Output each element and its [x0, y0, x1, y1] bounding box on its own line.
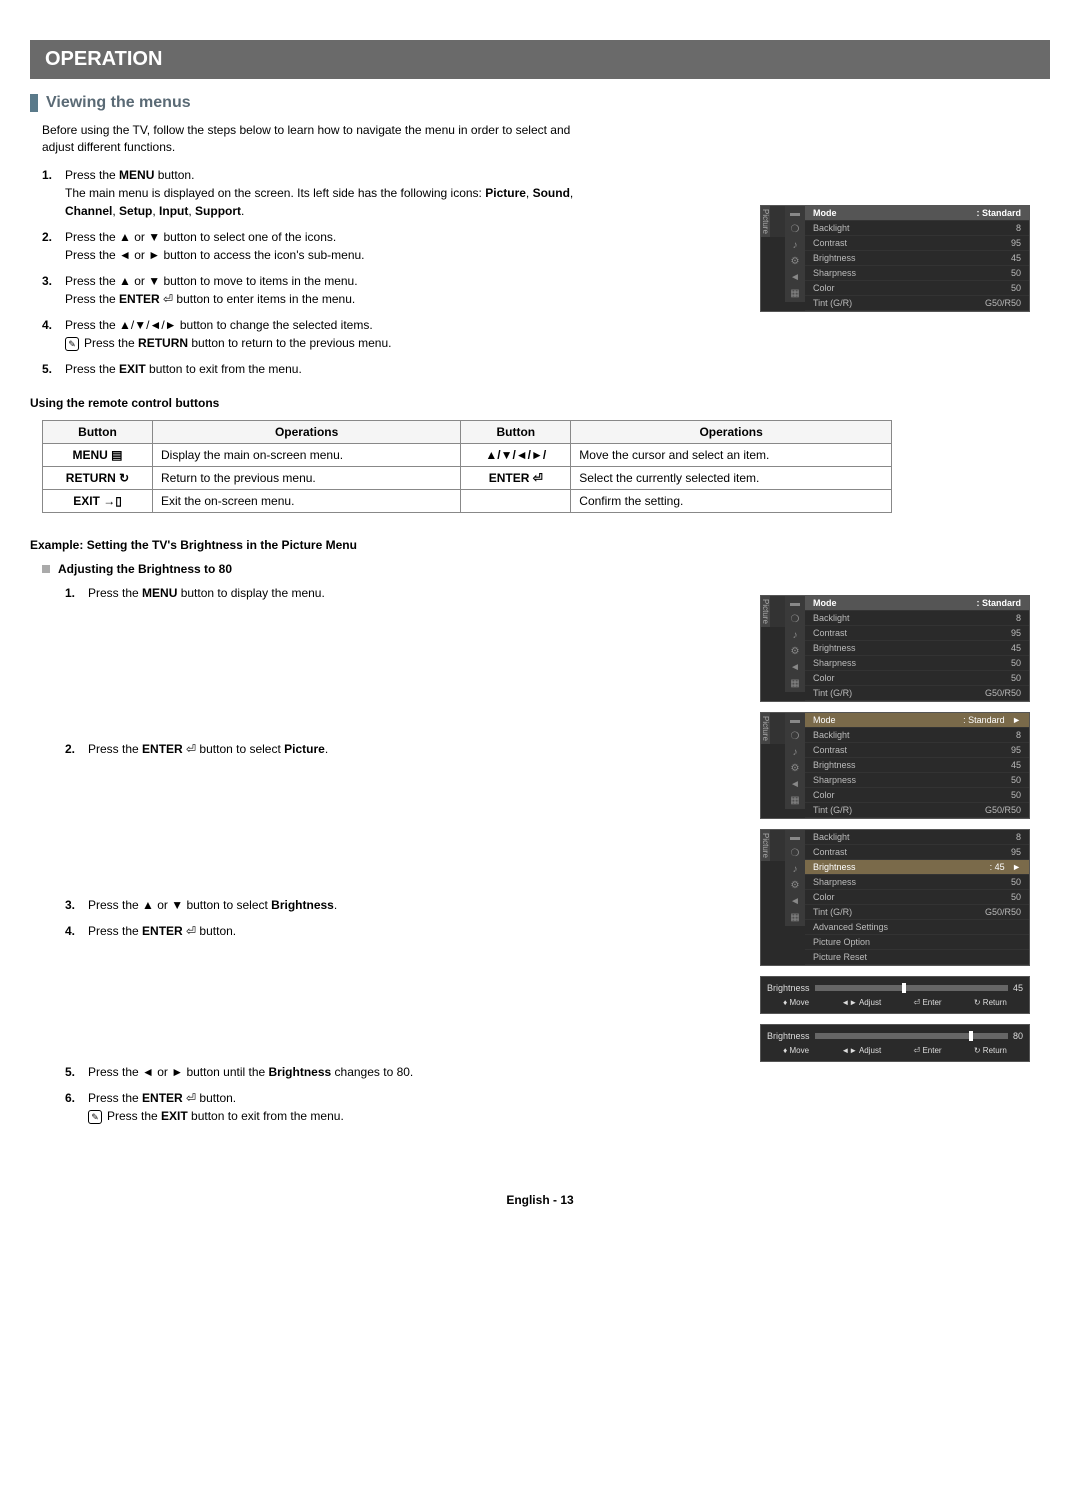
step-1: 1. Press the MENU button. The main menu …: [42, 166, 582, 220]
example-header: Example: Setting the TV's Brightness in …: [30, 538, 1050, 552]
steps-list: 1. Press the MENU button. The main menu …: [42, 166, 582, 378]
menu-screenshot-1: Picture ▬ ❍ ♪ ⚙ ◄ ▦ Mode: Standard Backl…: [760, 205, 1030, 312]
remote-buttons-header: Using the remote control buttons: [30, 396, 1050, 410]
marker-icon: [30, 94, 38, 112]
example-step-1: 1. Press the MENU button to display the …: [65, 584, 582, 602]
menu-screenshot-3: Picture ▬❍♪⚙◄▦ Mode: Standard ► Backligh…: [760, 712, 1030, 819]
subsection-viewing-menus: Viewing the menus: [30, 94, 1050, 112]
menu-screenshot-4: Picture ▬❍♪⚙◄▦ Backlight8 Contrast95 Bri…: [760, 829, 1030, 966]
step-3: 3. Press the ▲ or ▼ button to move to it…: [42, 272, 582, 308]
example-step-4: 4. Press the ENTER ⏎ button.: [65, 922, 582, 940]
button-operations-table: Button Operations Button Operations MENU…: [42, 420, 892, 513]
subsection-title: Viewing the menus: [46, 94, 191, 112]
step-5: 5. Press the EXIT button to exit from th…: [42, 360, 582, 378]
example-subtitle: Adjusting the Brightness to 80: [42, 562, 1050, 576]
step-4: 4. Press the ▲/▼/◄/► button to change th…: [42, 316, 582, 352]
example-step-6: 6. Press the ENTER ⏎ button. ✎Press the …: [65, 1089, 582, 1125]
page-footer: English - 13: [30, 1193, 1050, 1207]
brightness-slider-80: Brightness 80 ♦ Move ◄► Adjust ⏎ Enter ↻…: [760, 1024, 1030, 1062]
note-icon: ✎: [88, 1110, 102, 1124]
step-2: 2. Press the ▲ or ▼ button to select one…: [42, 228, 582, 264]
square-bullet-icon: [42, 565, 50, 573]
note-icon: ✎: [65, 337, 79, 351]
example-step-3: 3. Press the ▲ or ▼ button to select Bri…: [65, 896, 582, 914]
brightness-slider-45: Brightness 45 ♦ Move ◄► Adjust ⏎ Enter ↻…: [760, 976, 1030, 1014]
intro-text: Before using the TV, follow the steps be…: [42, 122, 582, 156]
example-step-5: 5. Press the ◄ or ► button until the Bri…: [65, 1063, 582, 1081]
menu-icons: ▬ ❍ ♪ ⚙ ◄ ▦: [785, 206, 805, 302]
menu-screenshot-2: Picture ▬❍♪⚙◄▦ Mode: Standard Backlight8…: [760, 595, 1030, 702]
example-step-2: 2. Press the ENTER ⏎ button to select Pi…: [65, 740, 582, 758]
section-header: OPERATION: [30, 40, 1050, 79]
